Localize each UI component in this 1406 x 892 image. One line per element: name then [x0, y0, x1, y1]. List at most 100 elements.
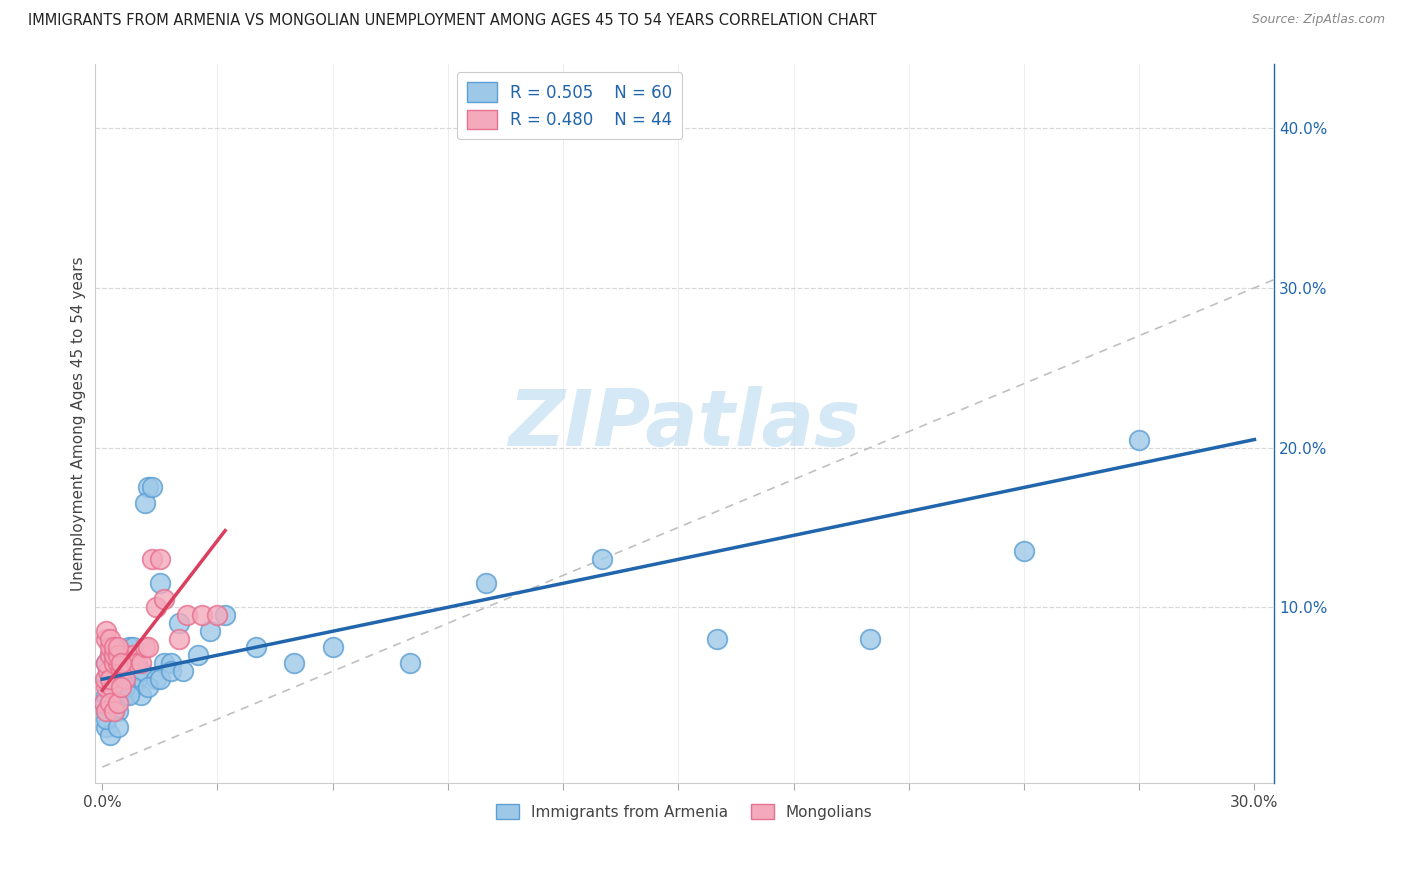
- Point: [152, 592, 174, 607]
- Point: [110, 657, 132, 671]
- Point: [591, 552, 613, 566]
- Point: [101, 680, 124, 694]
- Point: [167, 616, 190, 631]
- Point: [107, 720, 129, 734]
- Point: [94, 632, 117, 647]
- Point: [98, 672, 121, 686]
- Point: [114, 680, 136, 694]
- Point: [94, 672, 117, 686]
- Point: [101, 680, 124, 694]
- Point: [122, 640, 145, 655]
- Point: [859, 632, 882, 647]
- Point: [145, 600, 167, 615]
- Point: [107, 704, 129, 718]
- Point: [94, 688, 117, 702]
- Point: [103, 648, 125, 663]
- Point: [98, 648, 121, 663]
- Point: [103, 657, 125, 671]
- Point: [97, 664, 120, 678]
- Point: [103, 648, 125, 663]
- Point: [176, 608, 198, 623]
- Point: [118, 657, 141, 671]
- Point: [103, 672, 125, 686]
- Point: [110, 648, 132, 663]
- Point: [145, 672, 167, 686]
- Point: [138, 480, 160, 494]
- Point: [114, 657, 136, 671]
- Point: [172, 664, 194, 678]
- Point: [706, 632, 728, 647]
- Point: [98, 696, 121, 710]
- Point: [98, 640, 121, 655]
- Point: [98, 648, 121, 663]
- Point: [245, 640, 267, 655]
- Point: [141, 552, 163, 566]
- Point: [110, 680, 132, 694]
- Point: [149, 552, 172, 566]
- Point: [107, 640, 129, 655]
- Point: [134, 496, 156, 510]
- Point: [94, 704, 117, 718]
- Point: [125, 657, 148, 671]
- Point: [103, 696, 125, 710]
- Point: [97, 664, 120, 678]
- Text: ZIPatlas: ZIPatlas: [508, 385, 860, 461]
- Point: [475, 576, 498, 591]
- Point: [103, 704, 125, 718]
- Point: [93, 696, 115, 710]
- Point: [129, 688, 152, 702]
- Point: [94, 657, 117, 671]
- Point: [110, 672, 132, 686]
- Point: [94, 657, 117, 671]
- Point: [118, 688, 141, 702]
- Point: [94, 712, 117, 726]
- Point: [107, 648, 129, 663]
- Point: [110, 657, 132, 671]
- Point: [103, 704, 125, 718]
- Point: [283, 657, 305, 671]
- Point: [110, 680, 132, 694]
- Point: [1128, 433, 1150, 447]
- Point: [94, 680, 117, 694]
- Point: [94, 720, 117, 734]
- Point: [134, 640, 156, 655]
- Point: [149, 576, 172, 591]
- Point: [122, 680, 145, 694]
- Point: [152, 657, 174, 671]
- Point: [98, 688, 121, 702]
- Point: [1012, 544, 1035, 558]
- Point: [129, 664, 152, 678]
- Point: [160, 657, 183, 671]
- Point: [138, 680, 160, 694]
- Point: [107, 696, 129, 710]
- Point: [160, 664, 183, 678]
- Point: [129, 657, 152, 671]
- Point: [103, 696, 125, 710]
- Text: Source: ZipAtlas.com: Source: ZipAtlas.com: [1251, 13, 1385, 27]
- Point: [141, 480, 163, 494]
- Point: [118, 640, 141, 655]
- Point: [94, 672, 117, 686]
- Point: [138, 640, 160, 655]
- Point: [107, 648, 129, 663]
- Point: [207, 608, 229, 623]
- Point: [322, 640, 344, 655]
- Point: [187, 648, 209, 663]
- Point: [107, 657, 129, 671]
- Point: [167, 632, 190, 647]
- Point: [110, 664, 132, 678]
- Point: [94, 704, 117, 718]
- Point: [107, 688, 129, 702]
- Point: [114, 688, 136, 702]
- Point: [114, 648, 136, 663]
- Point: [214, 608, 236, 623]
- Point: [94, 624, 117, 639]
- Point: [103, 664, 125, 678]
- Legend: Immigrants from Armenia, Mongolians: Immigrants from Armenia, Mongolians: [489, 797, 879, 826]
- Y-axis label: Unemployment Among Ages 45 to 54 years: Unemployment Among Ages 45 to 54 years: [72, 256, 86, 591]
- Point: [149, 672, 172, 686]
- Point: [98, 632, 121, 647]
- Point: [191, 608, 214, 623]
- Point: [94, 696, 117, 710]
- Point: [122, 648, 145, 663]
